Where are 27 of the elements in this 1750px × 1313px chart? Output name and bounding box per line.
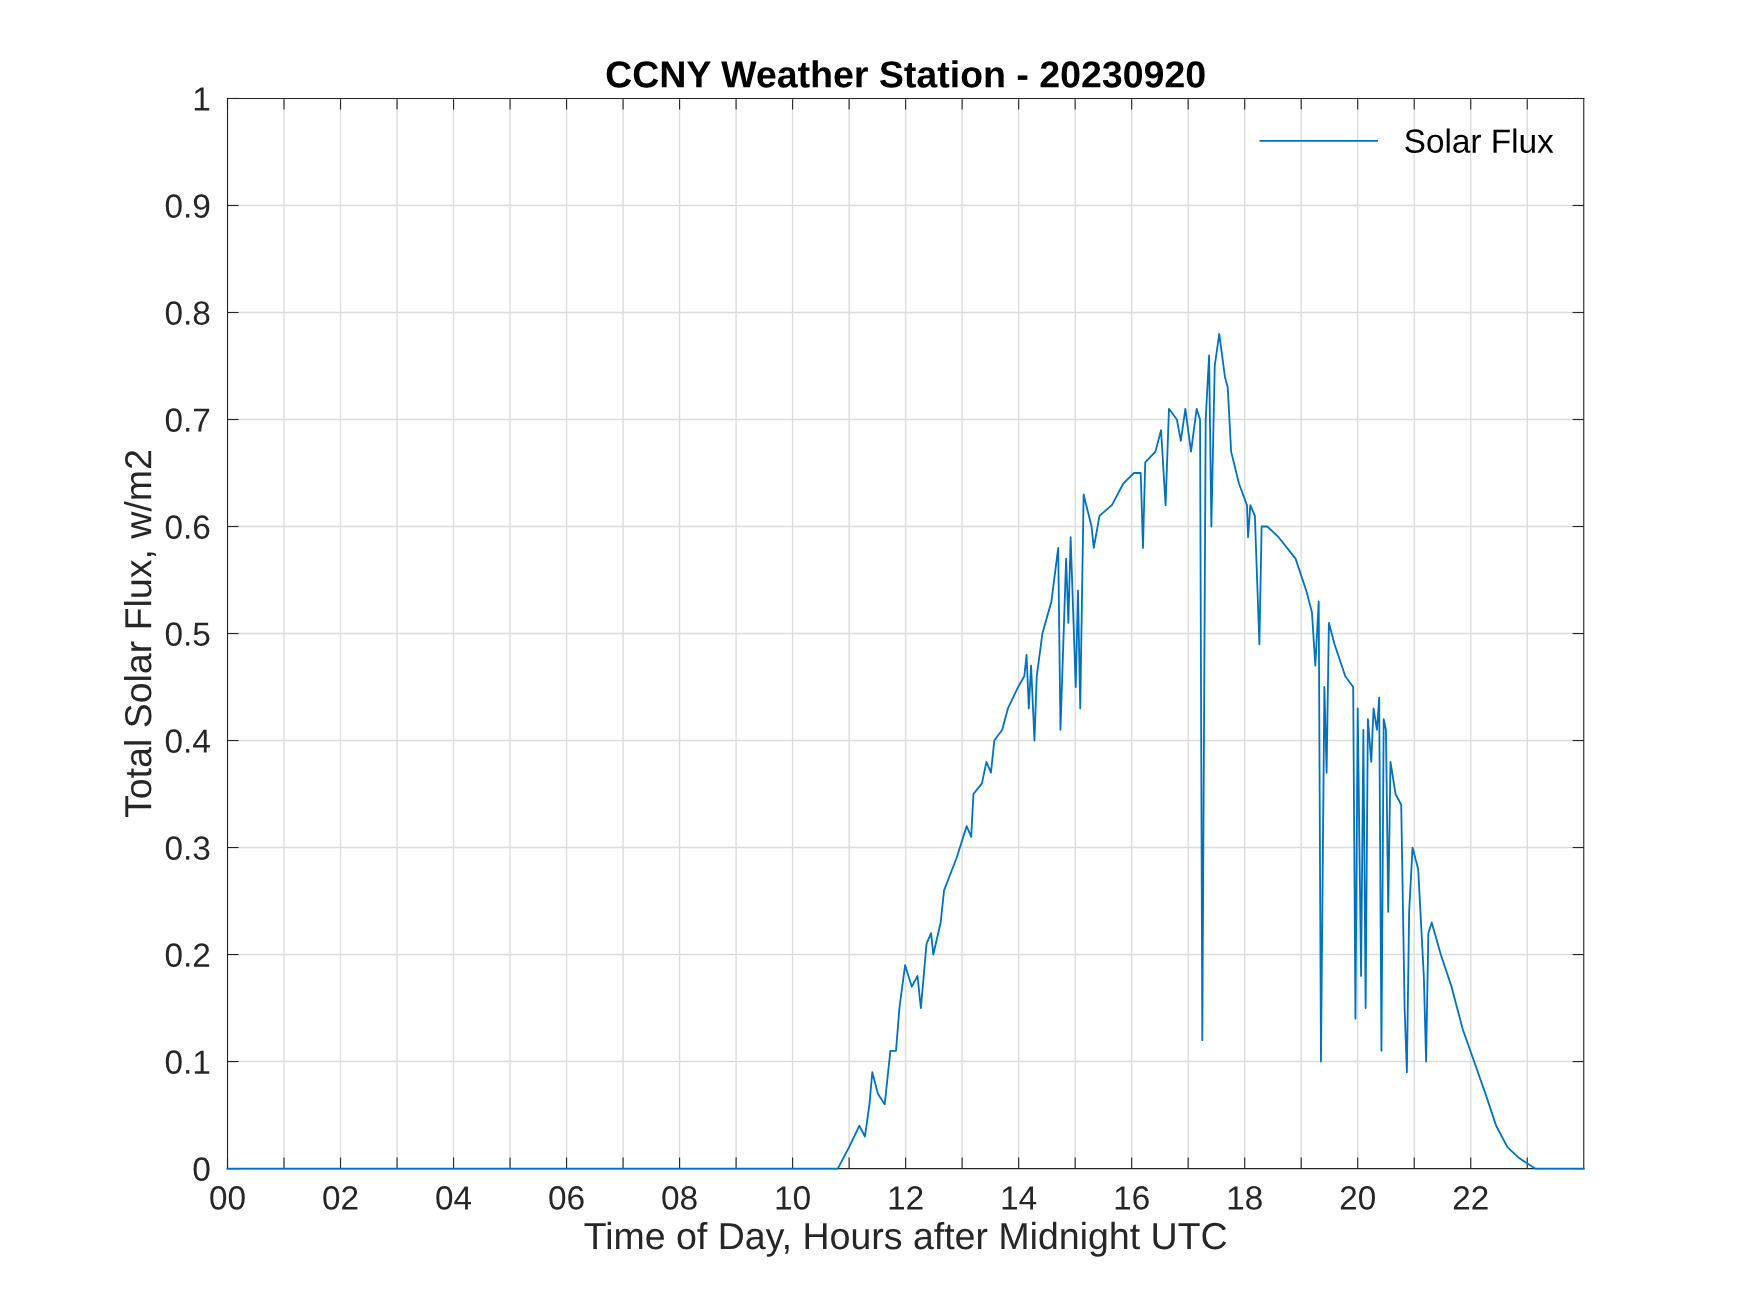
y-tick-label: 0.9 (165, 194, 210, 218)
x-tick-label: 10 (776, 1186, 810, 1210)
x-tick-label: 04 (436, 1186, 472, 1210)
x-tick-label: 08 (662, 1186, 697, 1210)
legend-label: Solar Flux (1405, 128, 1554, 153)
x-tick-label: 18 (1228, 1186, 1262, 1210)
y-tick-label: 0.5 (165, 622, 210, 646)
x-tick-label: 14 (1002, 1186, 1037, 1210)
x-axis-title: Time of Day, Hours after Midnight UTC (584, 1221, 1227, 1257)
x-tick-label: 20 (1340, 1186, 1375, 1210)
x-tick-label: 12 (889, 1186, 923, 1210)
y-tick-label: 1 (194, 87, 210, 111)
y-tick-label: 0.6 (165, 515, 210, 539)
x-tick-label: 16 (1115, 1186, 1149, 1210)
y-tick-label: 0.2 (165, 943, 210, 967)
y-tick-label: 0.1 (165, 1050, 210, 1074)
y-tick-label: 0.7 (165, 408, 210, 432)
y-tick-label: 0.8 (165, 301, 210, 325)
y-tick-label: 0 (193, 1157, 210, 1181)
y-tick-label: 0.3 (165, 836, 210, 860)
x-tick-label: 22 (1453, 1186, 1488, 1210)
y-tick-label: 0.4 (165, 729, 210, 753)
x-tick-label: 02 (323, 1186, 358, 1210)
y-axis-title: Total Solar Flux, w/m2 (123, 450, 156, 818)
x-tick-label: 00 (210, 1186, 245, 1210)
x-tick-label: 06 (549, 1186, 584, 1210)
chart-title: CCNY Weather Station - 20230920 (606, 60, 1205, 88)
